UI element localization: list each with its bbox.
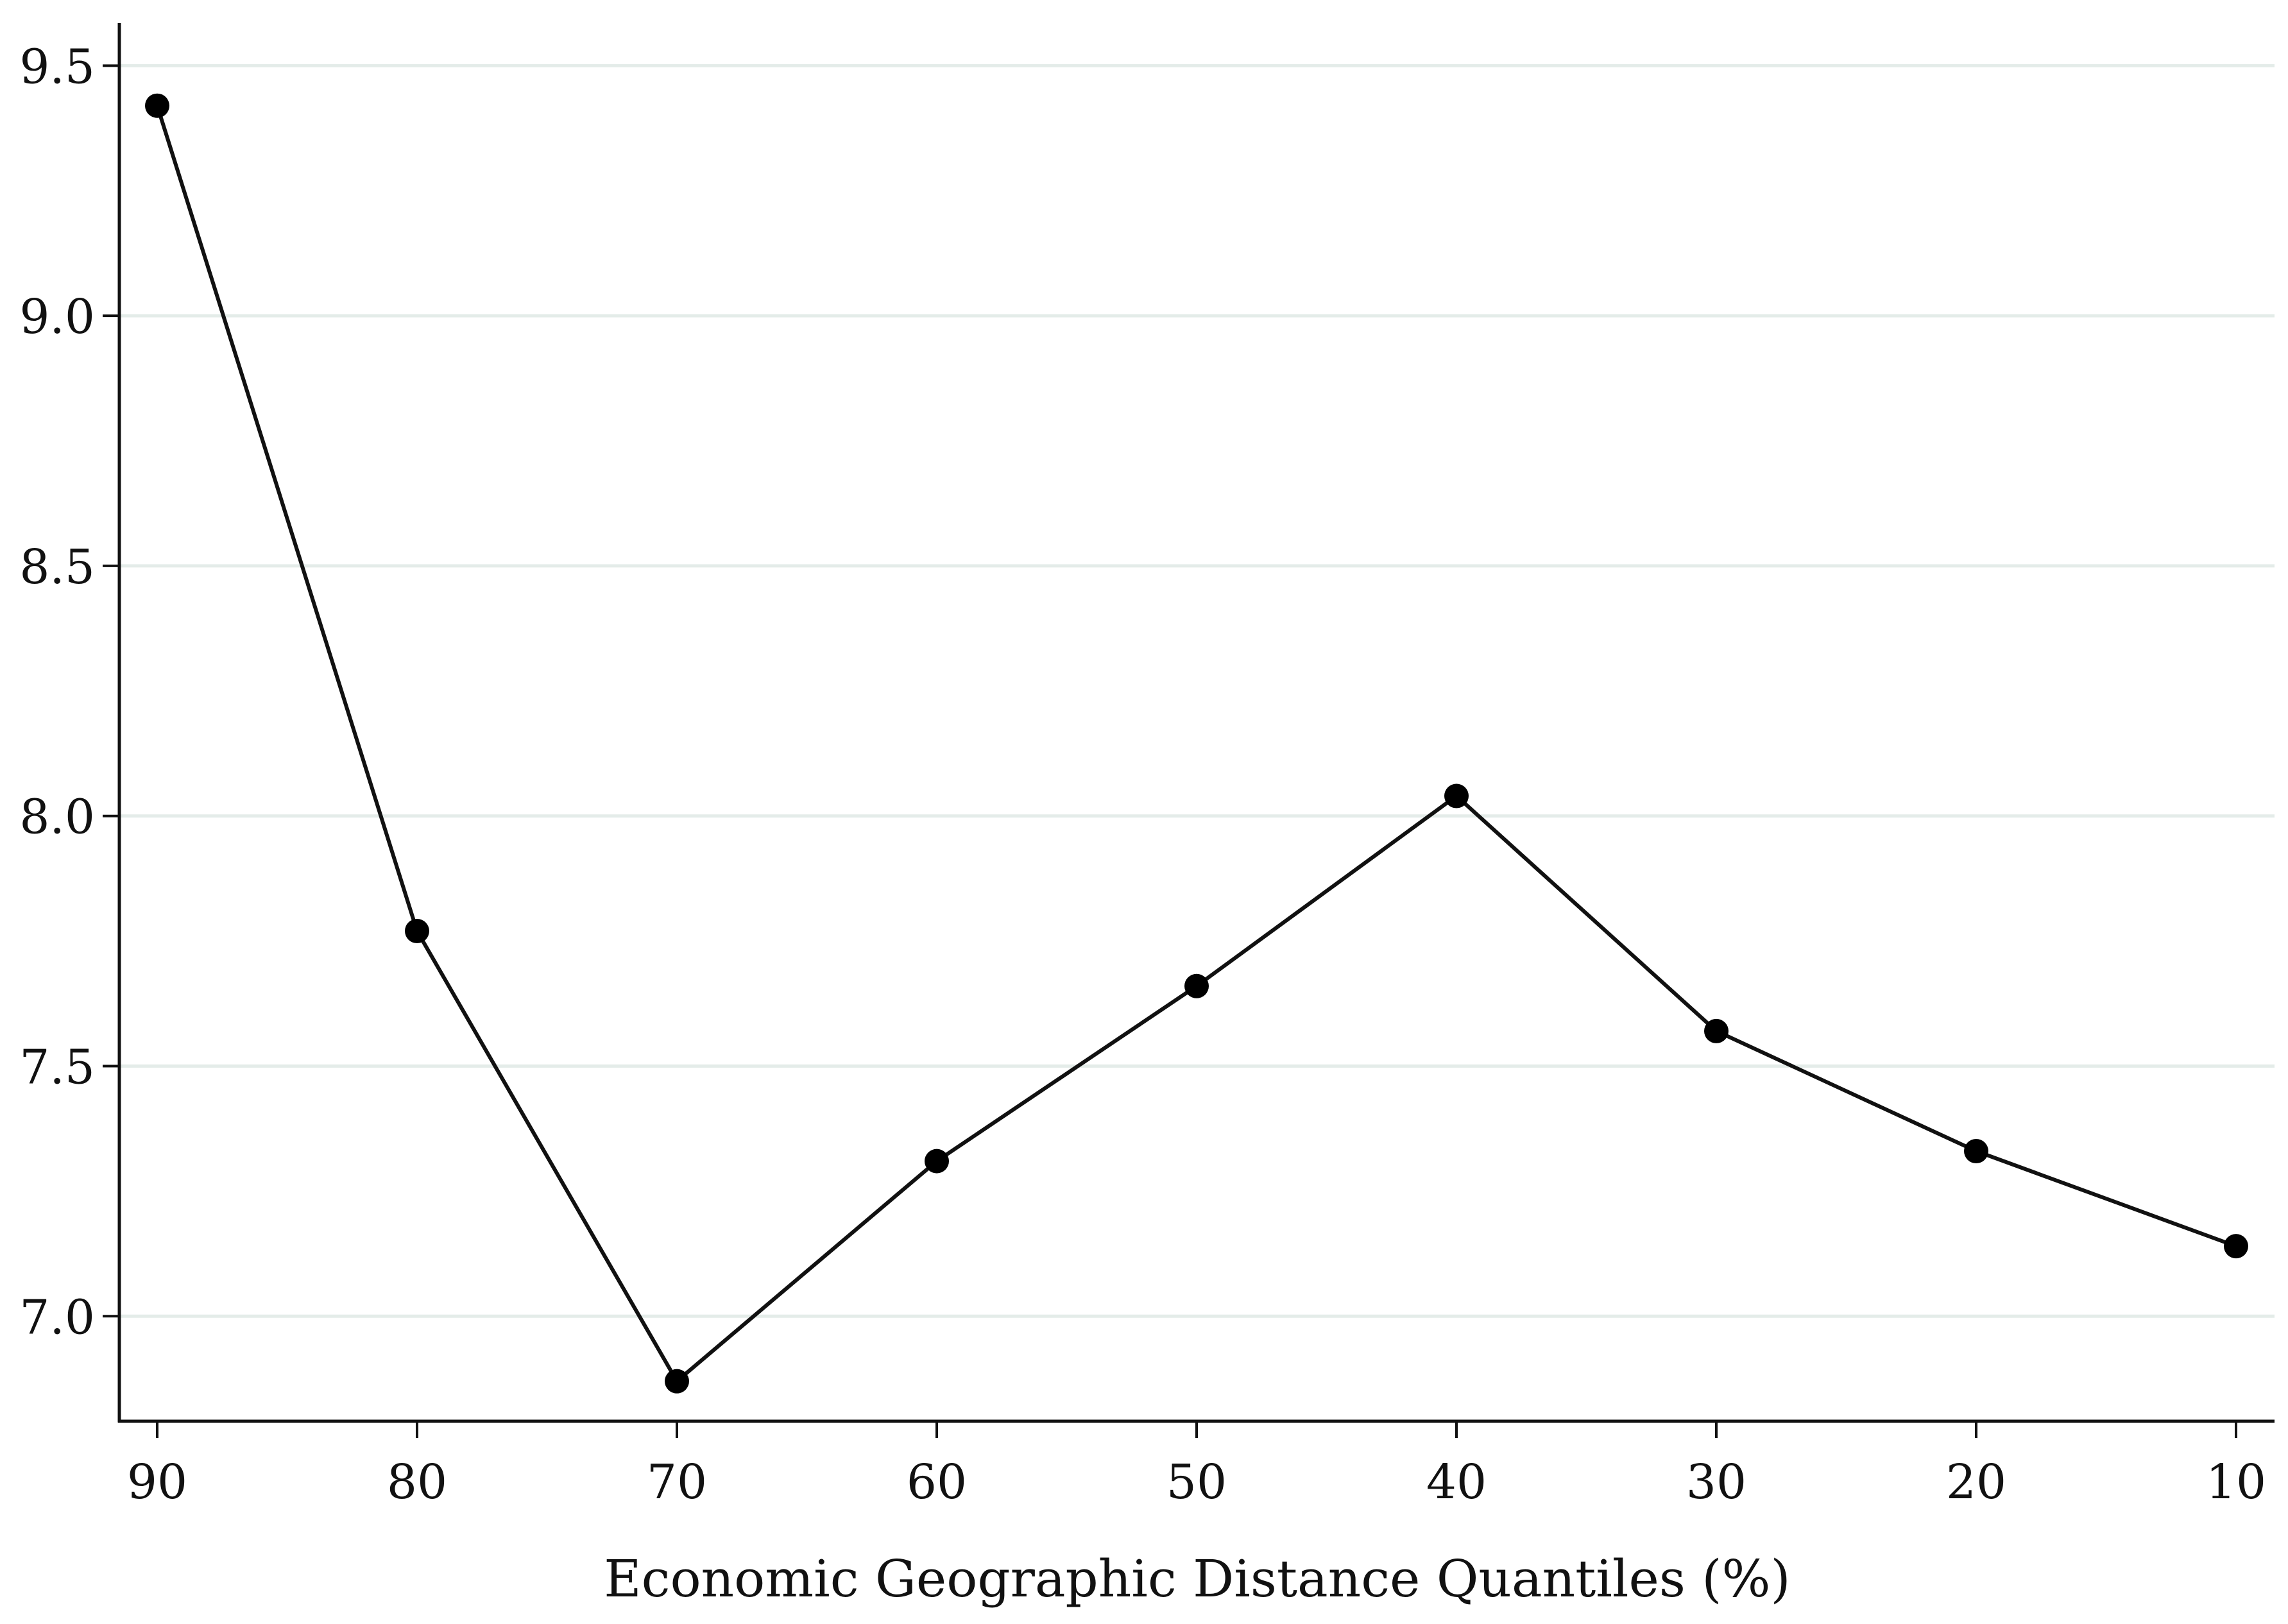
y-tick-label: 9.0 [19, 289, 95, 345]
data-point [145, 93, 169, 118]
data-point [1444, 783, 1469, 808]
gridlines [119, 64, 2275, 1318]
x-tick-label: 20 [1946, 1455, 2006, 1510]
x-tick-label: 70 [647, 1455, 707, 1510]
x-tick-label: 30 [1686, 1455, 1746, 1510]
y-tick-label: 7.5 [19, 1040, 95, 1095]
y-tick-label: 8.0 [19, 790, 95, 845]
y-tick-label: 9.5 [19, 39, 95, 94]
series-line [155, 105, 2237, 1385]
x-axis-title: Economic Geographic Distance Quantiles (… [604, 1549, 1791, 1609]
data-point [925, 1149, 949, 1174]
x-tick-label: 50 [1166, 1455, 1227, 1510]
data-point [2224, 1234, 2248, 1259]
x-tick-label: 90 [127, 1455, 187, 1510]
data-point [1964, 1139, 1988, 1164]
x-tick-label: 10 [2206, 1455, 2266, 1510]
data-point [1184, 973, 1209, 998]
series [145, 93, 2248, 1394]
labels: 7.0 7.5 8.0 8.5 9.0 9.5 90 80 70 60 50 40 30 20 10 [19, 39, 2266, 1510]
x-tick-label: 60 [907, 1455, 967, 1510]
data-point [1704, 1018, 1729, 1043]
data-point [405, 919, 429, 944]
x-tick-label: 80 [387, 1455, 447, 1510]
axes [103, 23, 2275, 1438]
y-tick-label: 7.0 [19, 1290, 95, 1345]
y-tick-label: 8.5 [19, 540, 95, 595]
x-tick-label: 40 [1426, 1455, 1487, 1510]
data-point [665, 1369, 689, 1394]
